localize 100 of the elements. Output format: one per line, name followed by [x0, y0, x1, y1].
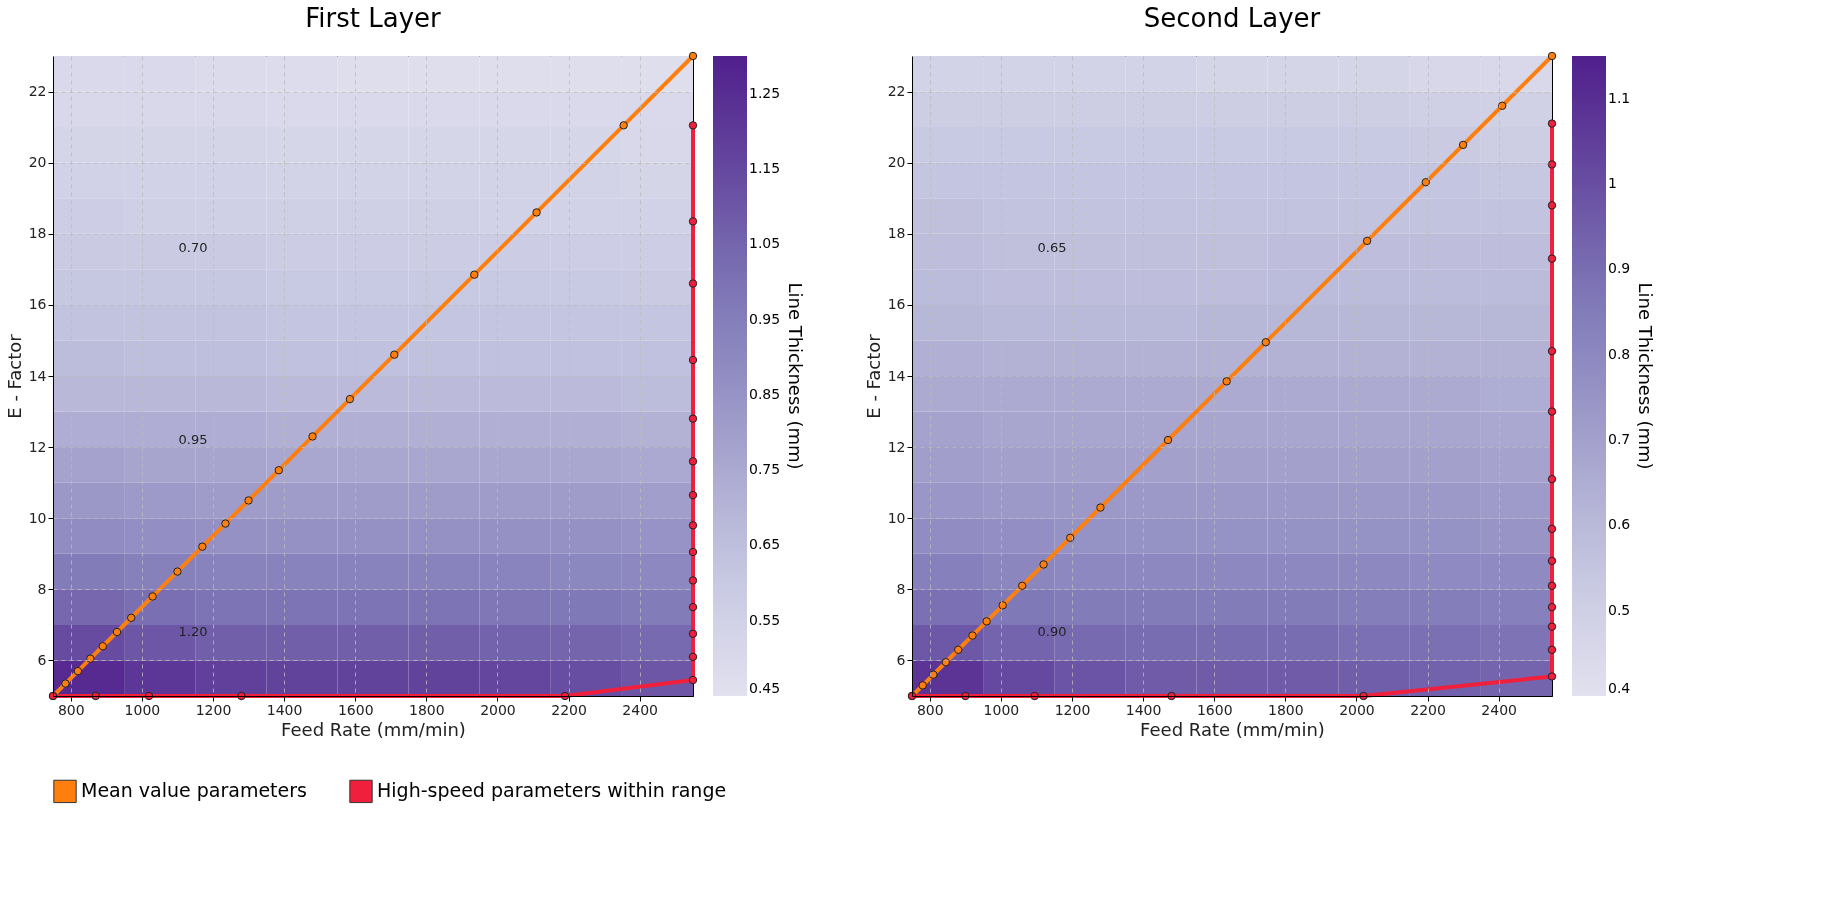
point: [941, 658, 950, 667]
point: [244, 496, 253, 505]
point: [954, 645, 963, 654]
y-tick-label: 8: [37, 580, 47, 597]
annotation: 0.70: [178, 240, 208, 255]
y-tick-label: 18: [887, 225, 906, 242]
color-bar-label: 0.45: [749, 680, 781, 696]
x-tick-label: 1400: [1125, 701, 1162, 718]
x-tick-label: 1400: [266, 701, 303, 718]
color-bar-label: 0.6: [1608, 516, 1631, 533]
point: [390, 350, 399, 359]
color-bar-title: Line Thickness (mm): [785, 282, 806, 470]
x-tick-label: 2400: [1481, 701, 1517, 718]
color-bar-label: 0.85: [749, 385, 781, 402]
x-tick-label: 2000: [480, 701, 516, 718]
x-tick-label: 1800: [409, 701, 445, 718]
point: [1498, 101, 1507, 110]
x-tick-label: 1200: [1054, 701, 1091, 718]
point: [1096, 503, 1105, 512]
x-tick-label: 800: [57, 701, 85, 718]
point: [688, 521, 698, 530]
point: [1261, 338, 1270, 347]
point: [1362, 236, 1372, 246]
point: [221, 519, 230, 528]
point: [1547, 474, 1557, 484]
point: [237, 691, 246, 701]
x-tick-label: 1600: [1196, 701, 1233, 718]
point: [688, 121, 698, 130]
y-tick-label: 10: [887, 509, 906, 526]
color-bar-label: 0.8: [1608, 345, 1631, 362]
point: [688, 629, 698, 638]
point: [1066, 533, 1075, 542]
point: [982, 617, 991, 626]
x-tick-label: 1200: [195, 701, 232, 718]
point: [148, 592, 157, 601]
y-tick-label: 14: [887, 367, 906, 384]
color-bar-label: 0.65: [749, 536, 781, 553]
annotation: 0.65: [1037, 240, 1067, 255]
legend-label: Mean value parameters: [81, 779, 307, 802]
point: [198, 542, 207, 551]
y-tick-label: 8: [896, 580, 906, 597]
y-tick-label: 16: [887, 296, 906, 313]
point: [1547, 622, 1557, 631]
point: [274, 466, 283, 475]
point: [998, 601, 1007, 610]
point: [688, 576, 698, 585]
point: [1167, 691, 1176, 701]
point: [532, 208, 541, 217]
y-tick-label: 6: [896, 651, 906, 668]
color-bar-label: 0.9: [1608, 260, 1631, 277]
point: [1547, 160, 1557, 169]
point: [688, 414, 698, 423]
y-tick-label: 12: [28, 438, 47, 455]
point: [1163, 435, 1173, 445]
point: [929, 670, 938, 679]
point: [1547, 645, 1557, 654]
point: [1359, 691, 1368, 701]
point: [1547, 51, 1557, 61]
point: [1458, 140, 1468, 150]
point: [112, 627, 122, 637]
chart-title: First Layer: [305, 3, 442, 34]
x-tick-label: 2000: [1339, 701, 1375, 718]
x-tick-label: 1600: [337, 701, 374, 718]
y-tick-label: 6: [37, 651, 47, 668]
point: [688, 675, 698, 685]
x-axis-title: Feed Rate (mm/min): [1140, 718, 1325, 740]
point: [1547, 407, 1557, 416]
y-tick-label: 10: [28, 509, 47, 526]
y-tick-label: 22: [887, 83, 906, 100]
point: [127, 613, 136, 622]
point: [1547, 581, 1557, 590]
x-tick-label: 800: [916, 701, 944, 718]
annotation: 0.95: [178, 432, 208, 447]
x-tick-label: 1800: [1268, 701, 1304, 718]
x-tick-label: 2200: [551, 701, 587, 718]
y-axis-title: E - Factor: [3, 333, 25, 419]
point: [1547, 672, 1557, 681]
point: [73, 666, 83, 676]
x-tick-label: 2400: [622, 701, 658, 718]
color-bar-label: 0.5: [1608, 601, 1631, 618]
chart-title: Second Layer: [1143, 3, 1321, 34]
y-tick-label: 16: [28, 296, 47, 313]
point: [1547, 254, 1557, 263]
point: [308, 432, 317, 441]
point: [1547, 201, 1557, 210]
color-bar-label: 0.75: [749, 461, 781, 478]
point: [619, 121, 628, 130]
point: [470, 270, 479, 279]
point: [968, 631, 977, 640]
point: [918, 681, 927, 690]
point: [688, 217, 698, 226]
point: [688, 547, 698, 557]
point: [688, 652, 698, 662]
annotation: 0.90: [1037, 624, 1067, 639]
point: [1547, 119, 1557, 128]
point: [98, 642, 107, 651]
color-bar-label: 1: [1608, 175, 1617, 191]
color-bar-label: 0.7: [1608, 431, 1631, 447]
point: [1547, 602, 1557, 612]
point: [345, 394, 355, 404]
